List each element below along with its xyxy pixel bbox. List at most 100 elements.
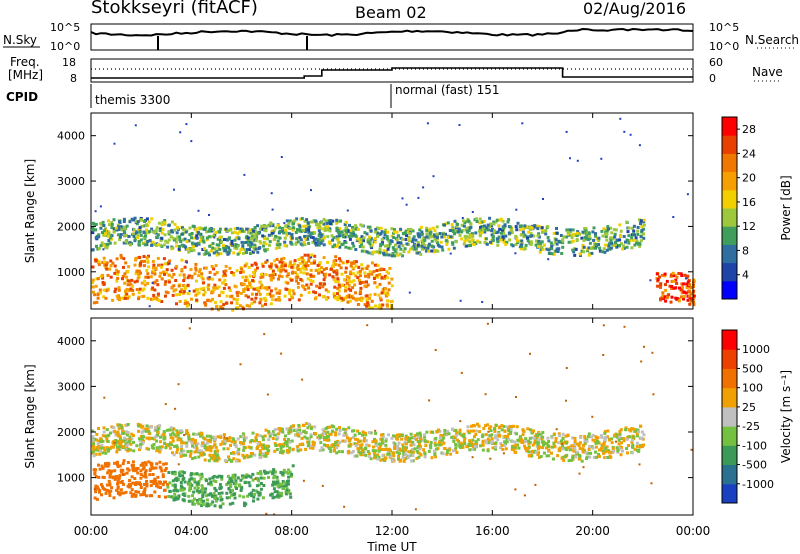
data-cell (372, 452, 376, 455)
data-cell (183, 480, 187, 484)
data-cell (382, 236, 386, 240)
data-cell (317, 229, 321, 233)
data-cell (376, 457, 380, 461)
data-cell (278, 229, 282, 233)
data-cell (172, 489, 176, 493)
data-cell (183, 284, 187, 288)
data-cell (228, 496, 232, 500)
data-cell (290, 265, 294, 269)
data-cell (97, 475, 101, 479)
data-cell (537, 241, 541, 245)
data-cell (353, 442, 357, 446)
data-cell (152, 263, 156, 267)
data-cell (189, 477, 193, 481)
data-cell (603, 438, 607, 442)
data-cell (630, 246, 634, 250)
data-cell (136, 471, 140, 475)
data-cell (406, 230, 410, 234)
data-cell (242, 495, 246, 499)
data-cell (161, 220, 165, 224)
data-cell (125, 296, 129, 300)
data-cell (529, 240, 533, 244)
data-cell (160, 263, 164, 267)
data-cell (211, 457, 215, 461)
data-cell (344, 241, 348, 244)
data-cell (477, 424, 481, 428)
data-cell (174, 497, 178, 501)
data-cell (167, 278, 171, 282)
data-cell (180, 258, 184, 262)
data-cell (602, 247, 606, 251)
data-cell (159, 265, 163, 269)
data-cell (529, 454, 533, 458)
data-cell (256, 471, 260, 475)
data-cell (223, 272, 227, 276)
data-cell (366, 240, 370, 244)
data-cell (179, 470, 183, 474)
data-cell (304, 447, 308, 451)
noise-cell (280, 156, 283, 158)
data-cell (560, 252, 564, 255)
data-cell (324, 219, 328, 223)
data-cell (280, 427, 284, 431)
data-cell (365, 297, 369, 301)
data-cell (441, 434, 444, 438)
data-cell (273, 428, 277, 432)
data-cell (150, 444, 154, 448)
data-cell (470, 441, 474, 445)
data-cell (190, 441, 194, 445)
data-cell (605, 229, 609, 233)
data-cell (602, 452, 606, 456)
data-cell (521, 429, 525, 433)
data-cell (175, 240, 178, 244)
x-tick-label: 04:00 (174, 524, 209, 538)
data-cell (472, 243, 476, 247)
data-cell (342, 433, 346, 437)
data-cell (178, 238, 182, 242)
data-cell (101, 466, 105, 470)
data-cell (407, 235, 411, 239)
data-cell (529, 225, 533, 229)
data-cell (238, 494, 242, 498)
data-cell (491, 446, 495, 450)
data-cell (205, 441, 209, 445)
data-cell (351, 261, 355, 265)
data-cell (425, 229, 429, 233)
data-cell (210, 265, 214, 268)
data-cell (604, 230, 608, 234)
data-cell (445, 433, 449, 437)
data-cell (127, 447, 131, 451)
data-cell (167, 495, 171, 498)
data-cell (341, 261, 345, 265)
nsky-panel: N.Sky 10^5 10^0 10^5 10^0 N.Search (3, 21, 799, 53)
data-cell (580, 459, 584, 463)
data-cell (180, 267, 184, 271)
data-cell (540, 246, 544, 249)
data-cell (197, 432, 201, 436)
colorbar-swatch (722, 445, 737, 466)
data-cell (253, 226, 257, 229)
data-cell (540, 226, 544, 230)
data-cell (322, 222, 326, 226)
data-cell (323, 227, 327, 230)
data-cell (389, 449, 392, 453)
data-cell (220, 475, 224, 479)
data-cell (236, 294, 240, 298)
data-cell (209, 299, 213, 303)
data-cell (641, 437, 645, 441)
data-cell (126, 283, 130, 287)
data-cell (547, 248, 551, 252)
data-cell (297, 428, 301, 432)
data-cell (91, 429, 95, 433)
data-cell (226, 481, 230, 485)
data-cell (458, 233, 462, 237)
data-cell (304, 230, 308, 234)
noise-cell (514, 252, 517, 255)
data-cell (627, 241, 631, 245)
data-cell (690, 298, 694, 302)
data-cell (380, 433, 383, 437)
data-cell (462, 439, 466, 443)
data-cell (167, 238, 171, 242)
noise-cell (461, 217, 464, 219)
data-cell (192, 502, 196, 506)
